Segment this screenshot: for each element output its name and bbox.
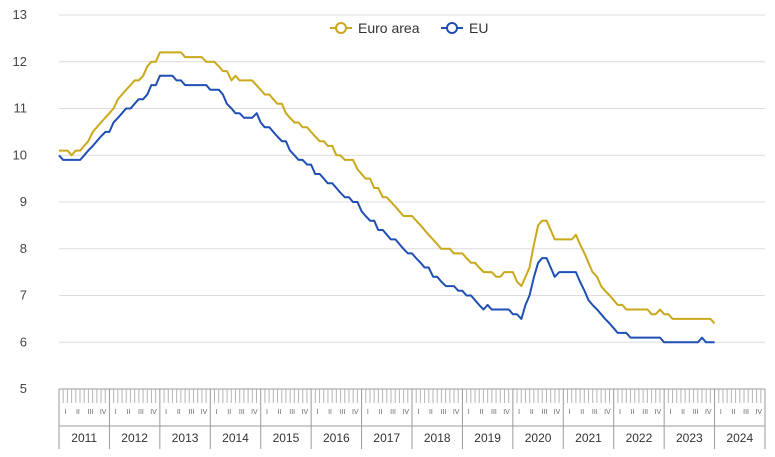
quarter-label: II: [681, 409, 685, 416]
quarter-label: III: [88, 409, 94, 416]
quarter-label: IV: [503, 409, 510, 416]
quarter-label: IV: [655, 409, 662, 416]
year-label: 2016: [323, 431, 350, 445]
quarter-label: III: [138, 409, 144, 416]
quarter-label: III: [390, 409, 396, 416]
quarter-label: I: [367, 409, 369, 416]
quarter-label: III: [541, 409, 547, 416]
year-label: 2012: [121, 431, 148, 445]
year-label: 2014: [222, 431, 249, 445]
y-tick-label: 9: [20, 194, 27, 209]
year-label: 2020: [525, 431, 552, 445]
year-label: 2011: [71, 431, 97, 445]
y-tick-label: 8: [20, 241, 27, 256]
quarter-label: IV: [402, 409, 409, 416]
gridlines: [59, 14, 765, 390]
year-label: 2015: [273, 431, 300, 445]
y-tick-label: 7: [20, 288, 27, 303]
quarter-label: I: [669, 409, 671, 416]
series-line-0: [59, 51, 716, 325]
legend-label: Euro area: [358, 20, 420, 36]
y-tick-label: 5: [20, 381, 27, 396]
year-label: 2013: [172, 431, 199, 445]
quarter-label: IV: [705, 409, 712, 416]
quarter-label: I: [417, 409, 419, 416]
quarter-label: IV: [554, 409, 561, 416]
quarter-label: III: [289, 409, 295, 416]
quarter-label: IV: [100, 409, 107, 416]
quarter-label: II: [126, 409, 130, 416]
quarter-label: IV: [453, 409, 460, 416]
quarter-label: IV: [201, 409, 208, 416]
quarter-label: I: [115, 409, 117, 416]
quarter-label: III: [188, 409, 194, 416]
quarter-label: II: [227, 409, 231, 416]
quarter-label: I: [165, 409, 167, 416]
quarter-label: I: [316, 409, 318, 416]
quarter-label: II: [631, 409, 635, 416]
quarter-label: III: [642, 409, 648, 416]
y-tick-label: 13: [13, 7, 27, 22]
year-label: 2024: [726, 431, 753, 445]
year-label: 2022: [626, 431, 653, 445]
quarter-label: I: [619, 409, 621, 416]
quarter-label: II: [76, 409, 80, 416]
quarter-label: I: [216, 409, 218, 416]
quarter-label: II: [530, 409, 534, 416]
year-label: 2021: [575, 431, 602, 445]
y-tick-label: 11: [14, 101, 28, 116]
series-lines: [58, 51, 716, 344]
quarter-label: I: [518, 409, 520, 416]
quarter-label: III: [743, 409, 749, 416]
quarter-label: IV: [302, 409, 309, 416]
y-axis: 5 6 7 8 9 10 11 12 13: [13, 7, 27, 396]
quarter-label: I: [569, 409, 571, 416]
quarter-label: II: [328, 409, 332, 416]
quarter-label: IV: [150, 409, 157, 416]
quarter-label: II: [278, 409, 282, 416]
quarter-label: III: [340, 409, 346, 416]
quarter-label: IV: [251, 409, 258, 416]
quarter-label: II: [732, 409, 736, 416]
series-line-1: [58, 74, 715, 344]
legend: Euro area EU: [330, 20, 488, 36]
quarter-label: II: [479, 409, 483, 416]
quarter-label: I: [64, 409, 66, 416]
legend-label: EU: [469, 20, 488, 36]
quarter-label: III: [592, 409, 598, 416]
quarter-label: III: [491, 409, 497, 416]
year-label: 2019: [474, 431, 501, 445]
y-tick-label: 12: [13, 54, 27, 69]
quarter-label: III: [239, 409, 245, 416]
quarter-label: I: [720, 409, 722, 416]
legend-marker: [446, 22, 458, 34]
quarter-label: II: [580, 409, 584, 416]
quarter-label: II: [429, 409, 433, 416]
quarter-label: IV: [755, 409, 762, 416]
year-label: 2018: [424, 431, 451, 445]
quarter-label: I: [468, 409, 470, 416]
year-label: 2023: [676, 431, 703, 445]
y-tick-label: 10: [13, 147, 27, 162]
quarter-label: II: [177, 409, 181, 416]
year-label: 2017: [373, 431, 400, 445]
quarter-label: III: [441, 409, 447, 416]
quarter-label: III: [693, 409, 699, 416]
quarter-label: I: [266, 409, 268, 416]
y-tick-label: 6: [20, 334, 27, 349]
quarter-label: IV: [352, 409, 359, 416]
quarter-label: IV: [604, 409, 611, 416]
quarter-label: II: [379, 409, 383, 416]
legend-marker: [335, 22, 347, 34]
